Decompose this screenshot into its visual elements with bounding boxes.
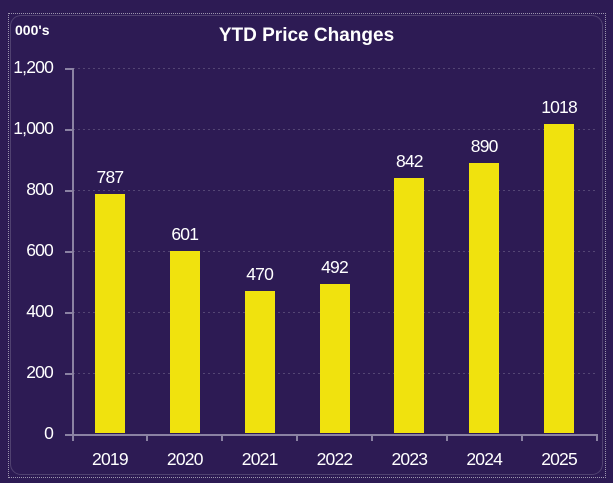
- category-label-2024: 2024: [466, 449, 503, 469]
- y-tick-200: [65, 372, 72, 375]
- y-tick-label-1,200: 1,200: [13, 56, 54, 77]
- bar-2020: [169, 251, 200, 434]
- y-axis-unit-label: 000's: [15, 22, 50, 38]
- gridline-1,000: [72, 129, 597, 130]
- category-label-2020: 2020: [166, 449, 204, 469]
- y-tick-label-800: 800: [26, 178, 54, 199]
- x-tick-4: [370, 434, 373, 441]
- bar-2021: [244, 291, 275, 434]
- category-label-2025: 2025: [541, 449, 578, 469]
- bar-2019: [94, 194, 125, 434]
- category-label-2021: 2021: [241, 449, 279, 469]
- y-tick-label-200: 200: [26, 361, 54, 382]
- y-tick-label-1,000: 1,000: [13, 117, 54, 138]
- x-tick-5: [445, 434, 448, 441]
- x-tick-1: [146, 434, 149, 441]
- bar-2025: [544, 124, 575, 434]
- x-tick-6: [520, 434, 523, 441]
- gridline-1,200: [72, 68, 597, 69]
- category-label-2023: 2023: [391, 449, 428, 469]
- value-label-2022: 492: [321, 257, 349, 278]
- gridline-600: [72, 251, 597, 252]
- chart-title: YTD Price Changes: [218, 25, 395, 46]
- y-tick-label-400: 400: [26, 300, 54, 321]
- bar-2022: [319, 284, 350, 434]
- y-tick-1,200: [65, 67, 72, 70]
- y-tick-600: [65, 250, 72, 253]
- value-label-2024: 890: [470, 136, 499, 157]
- value-label-2019: 787: [96, 167, 125, 188]
- bar-2023: [394, 177, 425, 434]
- y-tick-400: [65, 311, 72, 314]
- value-label-2020: 601: [171, 224, 199, 245]
- selection-dotted-border: [8, 13, 606, 478]
- value-label-2025: 1018: [541, 97, 578, 117]
- y-tick-0: [65, 433, 72, 436]
- y-tick-800: [65, 189, 72, 192]
- category-label-2019: 2019: [92, 449, 129, 469]
- y-tick-label-600: 600: [26, 239, 54, 260]
- y-tick-label-0: 0: [44, 422, 54, 443]
- x-tick-3: [296, 434, 299, 441]
- value-label-2023: 842: [395, 150, 424, 171]
- category-label-2022: 2022: [316, 449, 354, 469]
- x-tick-2: [221, 434, 224, 441]
- y-tick-1,000: [65, 128, 72, 131]
- gridline-800: [72, 190, 597, 191]
- x-tick-0: [71, 434, 74, 441]
- x-axis-line: [71, 433, 598, 436]
- value-label-2021: 470: [246, 264, 274, 285]
- y-axis-line: [71, 67, 74, 441]
- x-tick-7: [595, 434, 598, 441]
- bar-2024: [469, 163, 500, 434]
